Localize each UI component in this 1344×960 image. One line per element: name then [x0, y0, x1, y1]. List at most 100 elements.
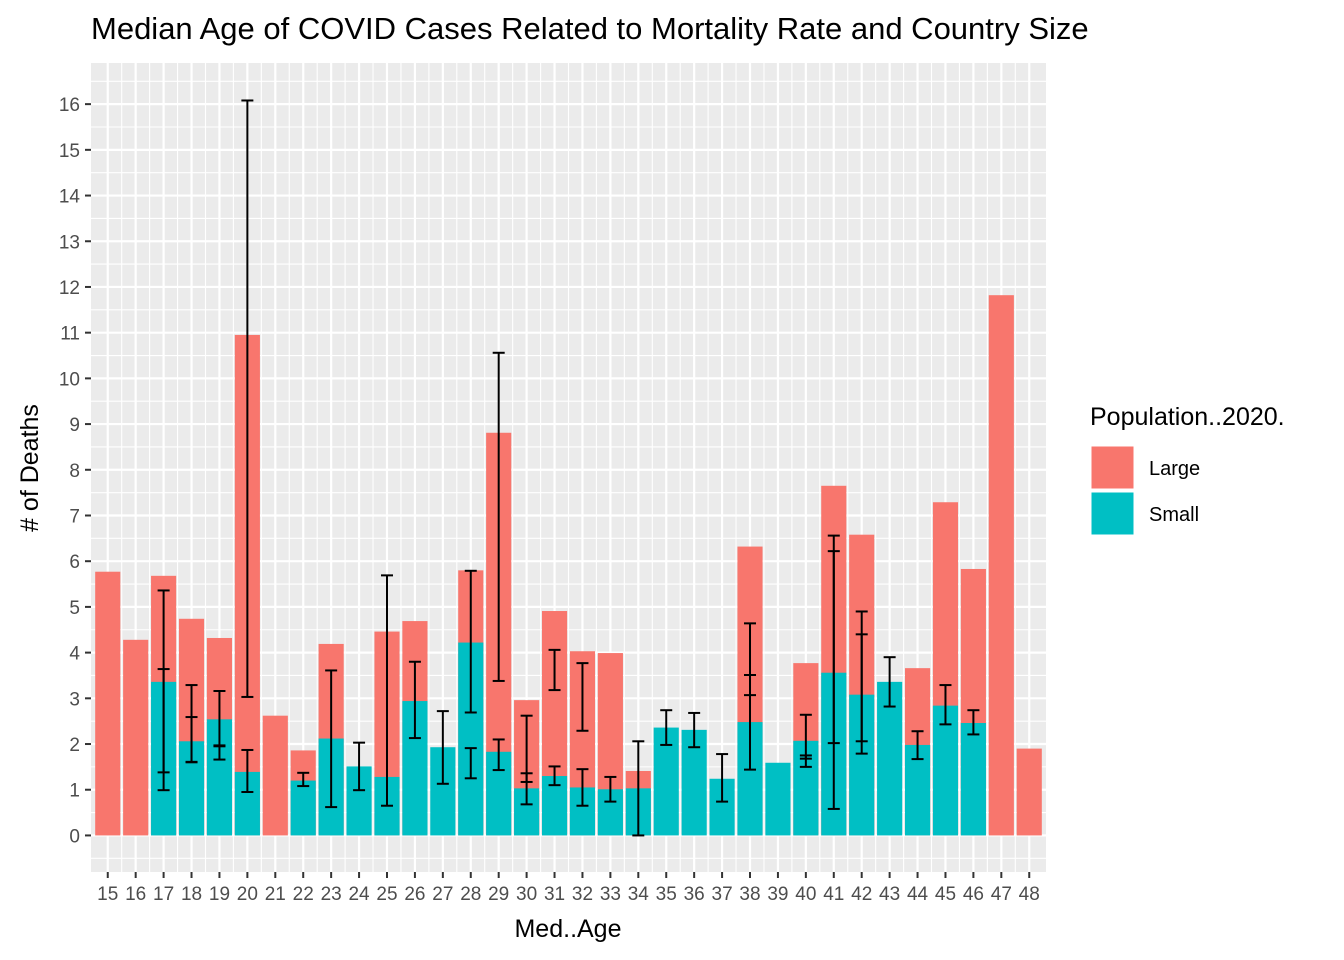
x-axis: 15 16 17 18 19 20 21 22 23 24 25 26 27 28 29 30 31 32 33 34… — [97, 872, 1040, 905]
x-tick-label: 26 — [404, 884, 425, 905]
errorbar-large-46 — [967, 709, 980, 736]
y-tick-label: 12 — [59, 278, 80, 299]
errorbar-large-29 — [492, 351, 505, 682]
x-tick-label: 16 — [125, 884, 146, 905]
errorbar-small-17 — [157, 668, 170, 792]
x-axis-title: Med..Age — [514, 915, 621, 943]
errorbar-small-18 — [185, 716, 198, 764]
errorbar-small-34 — [632, 740, 645, 837]
y-tick-label: 2 — [69, 735, 80, 756]
y-tick-label: 9 — [69, 415, 80, 436]
y-tick-label: 8 — [69, 461, 80, 482]
bar-large-16 — [123, 639, 149, 836]
x-tick-label: 31 — [544, 884, 565, 905]
errorbar-small-44 — [911, 730, 924, 761]
legend: Population..2020. Large Small — [1090, 403, 1285, 536]
x-tick-label: 35 — [656, 884, 677, 905]
errorbar-large-45 — [939, 684, 952, 726]
x-tick-label: 28 — [460, 884, 481, 905]
errorbar-large-30 — [520, 714, 533, 806]
errorbar-large-20 — [241, 99, 254, 698]
x-tick-label: 17 — [153, 884, 174, 905]
chart-title: Median Age of COVID Cases Related to Mor… — [91, 11, 1089, 46]
errorbar-small-20 — [241, 748, 254, 794]
errorbar-large-28 — [464, 569, 477, 714]
errorbar-small-40 — [799, 754, 812, 768]
x-tick-label: 18 — [181, 884, 202, 905]
x-tick-label: 15 — [97, 884, 118, 905]
errorbar-small-32 — [576, 768, 589, 807]
x-tick-label: 46 — [963, 884, 984, 905]
errorbar-small-33 — [604, 775, 617, 803]
errorbar-small-28 — [464, 747, 477, 780]
y-tick-label: 0 — [69, 826, 80, 847]
x-tick-label: 21 — [265, 884, 286, 905]
legend-key-small — [1090, 491, 1135, 536]
errorbar-large-25 — [380, 574, 393, 807]
x-tick-label: 34 — [628, 884, 650, 905]
x-tick-label: 36 — [684, 884, 705, 905]
x-tick-label: 40 — [795, 884, 816, 905]
errorbar-small-27 — [436, 710, 449, 785]
errorbar-small-24 — [353, 741, 366, 792]
errorbars-layer — [157, 99, 980, 837]
errorbar-small-30 — [520, 772, 533, 783]
y-tick-label: 1 — [69, 781, 80, 802]
errorbar-small-37 — [716, 753, 729, 803]
legend-label-small: Small — [1149, 504, 1199, 526]
errorbar-large-31 — [548, 648, 561, 692]
errorbar-small-42 — [855, 633, 868, 755]
bar-small-22 — [290, 780, 316, 836]
x-tick-label: 30 — [516, 884, 537, 905]
x-tick-label: 47 — [991, 884, 1012, 905]
x-tick-label: 33 — [600, 884, 621, 905]
errorbar-large-32 — [576, 662, 589, 732]
y-tick-label: 13 — [59, 232, 80, 253]
errorbar-large-23 — [325, 669, 338, 809]
y-tick-label: 10 — [59, 369, 80, 390]
x-tick-label: 41 — [823, 884, 844, 905]
y-tick-label: 11 — [60, 324, 80, 345]
x-tick-label: 27 — [432, 884, 453, 905]
y-tick-label: 6 — [69, 552, 80, 573]
y-axis-title: # of Deaths — [16, 404, 44, 532]
x-tick-label: 42 — [851, 884, 872, 905]
y-tick-label: 3 — [69, 689, 80, 710]
y-tick-label: 16 — [59, 95, 80, 116]
y-tick-label: 4 — [69, 644, 80, 665]
y-tick-label: 5 — [69, 598, 80, 619]
bar-large-15 — [95, 571, 121, 836]
bar-small-45 — [932, 705, 959, 836]
x-tick-label: 20 — [237, 884, 258, 905]
errorbar-small-29 — [492, 738, 505, 772]
errorbar-small-19 — [213, 745, 226, 761]
x-tick-label: 44 — [907, 884, 929, 905]
x-tick-label: 39 — [767, 884, 788, 905]
y-tick-label: 14 — [59, 187, 81, 208]
x-tick-label: 48 — [1019, 884, 1040, 905]
errorbar-small-41 — [827, 550, 840, 810]
legend-key-large — [1090, 445, 1135, 490]
errorbar-small-43 — [883, 656, 896, 708]
errorbar-small-35 — [660, 709, 673, 746]
errorbar-large-26 — [408, 660, 421, 740]
errorbar-small-38 — [744, 674, 757, 771]
bar-large-47 — [988, 295, 1014, 836]
x-tick-label: 24 — [348, 884, 370, 905]
bar-large-48 — [1016, 748, 1042, 836]
x-tick-label: 25 — [376, 884, 397, 905]
x-tick-label: 32 — [572, 884, 593, 905]
errorbar-small-31 — [548, 765, 561, 787]
x-tick-label: 29 — [488, 884, 509, 905]
x-tick-label: 22 — [293, 884, 314, 905]
x-tick-label: 38 — [739, 884, 760, 905]
bar-small-46 — [960, 722, 986, 836]
legend-label-large: Large — [1149, 458, 1200, 480]
x-tick-label: 45 — [935, 884, 956, 905]
bar-small-39 — [765, 762, 791, 836]
y-tick-label: 15 — [59, 141, 80, 162]
x-tick-label: 37 — [712, 884, 733, 905]
y-tick-label: 7 — [69, 506, 80, 527]
